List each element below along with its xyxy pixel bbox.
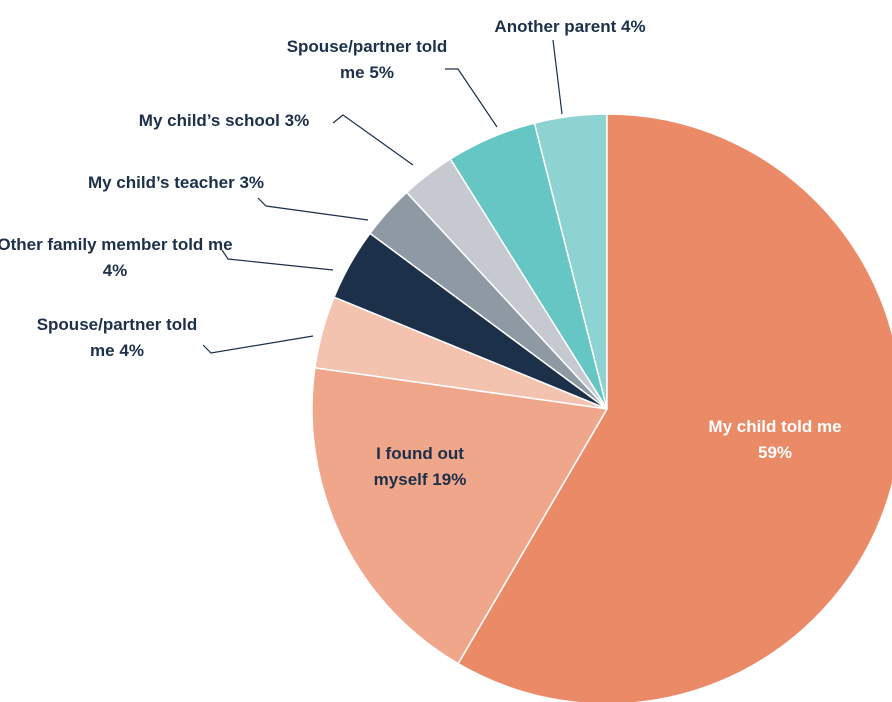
slice-label: Another parent 4% xyxy=(460,14,680,40)
label-name: My child told me xyxy=(708,417,842,436)
pie-slice xyxy=(311,366,609,665)
leader-line xyxy=(221,249,334,271)
leader-line xyxy=(445,68,498,128)
label-value: 3% xyxy=(239,173,265,192)
label-name: My child’s teacher xyxy=(87,173,235,192)
leader-line xyxy=(332,114,414,166)
label-name: My child’s school xyxy=(138,111,280,130)
label-name: Spouse/partner told me xyxy=(286,37,448,82)
label-value: 59% xyxy=(757,443,793,462)
leader-lines xyxy=(202,39,563,354)
label-value: 19% xyxy=(432,470,467,489)
leader-line xyxy=(552,39,563,115)
label-name: Spouse/partner told me xyxy=(36,315,198,360)
label-name: Another parent xyxy=(494,17,617,36)
label-name: Other family member told me xyxy=(0,235,233,254)
label-name: I found out myself xyxy=(373,444,464,489)
slice-label: Spouse/partner told me 4% xyxy=(35,312,200,364)
label-value: 5% xyxy=(369,63,394,82)
label-value: 4% xyxy=(119,341,144,360)
slice-label: My child told me 59% xyxy=(708,414,843,466)
leader-line xyxy=(257,197,369,221)
leader-line xyxy=(202,335,314,354)
slice-label: My child’s teacher 3% xyxy=(46,170,306,196)
slice-label: My child’s school 3% xyxy=(104,108,344,134)
slice-label: I found out myself 19% xyxy=(355,441,485,493)
label-value: 4% xyxy=(621,17,646,36)
slice-label: Spouse/partner told me 5% xyxy=(285,34,450,86)
slice-label: Other family member told me 4% xyxy=(0,232,235,284)
label-value: 4% xyxy=(102,261,128,280)
label-value: 3% xyxy=(284,111,310,130)
